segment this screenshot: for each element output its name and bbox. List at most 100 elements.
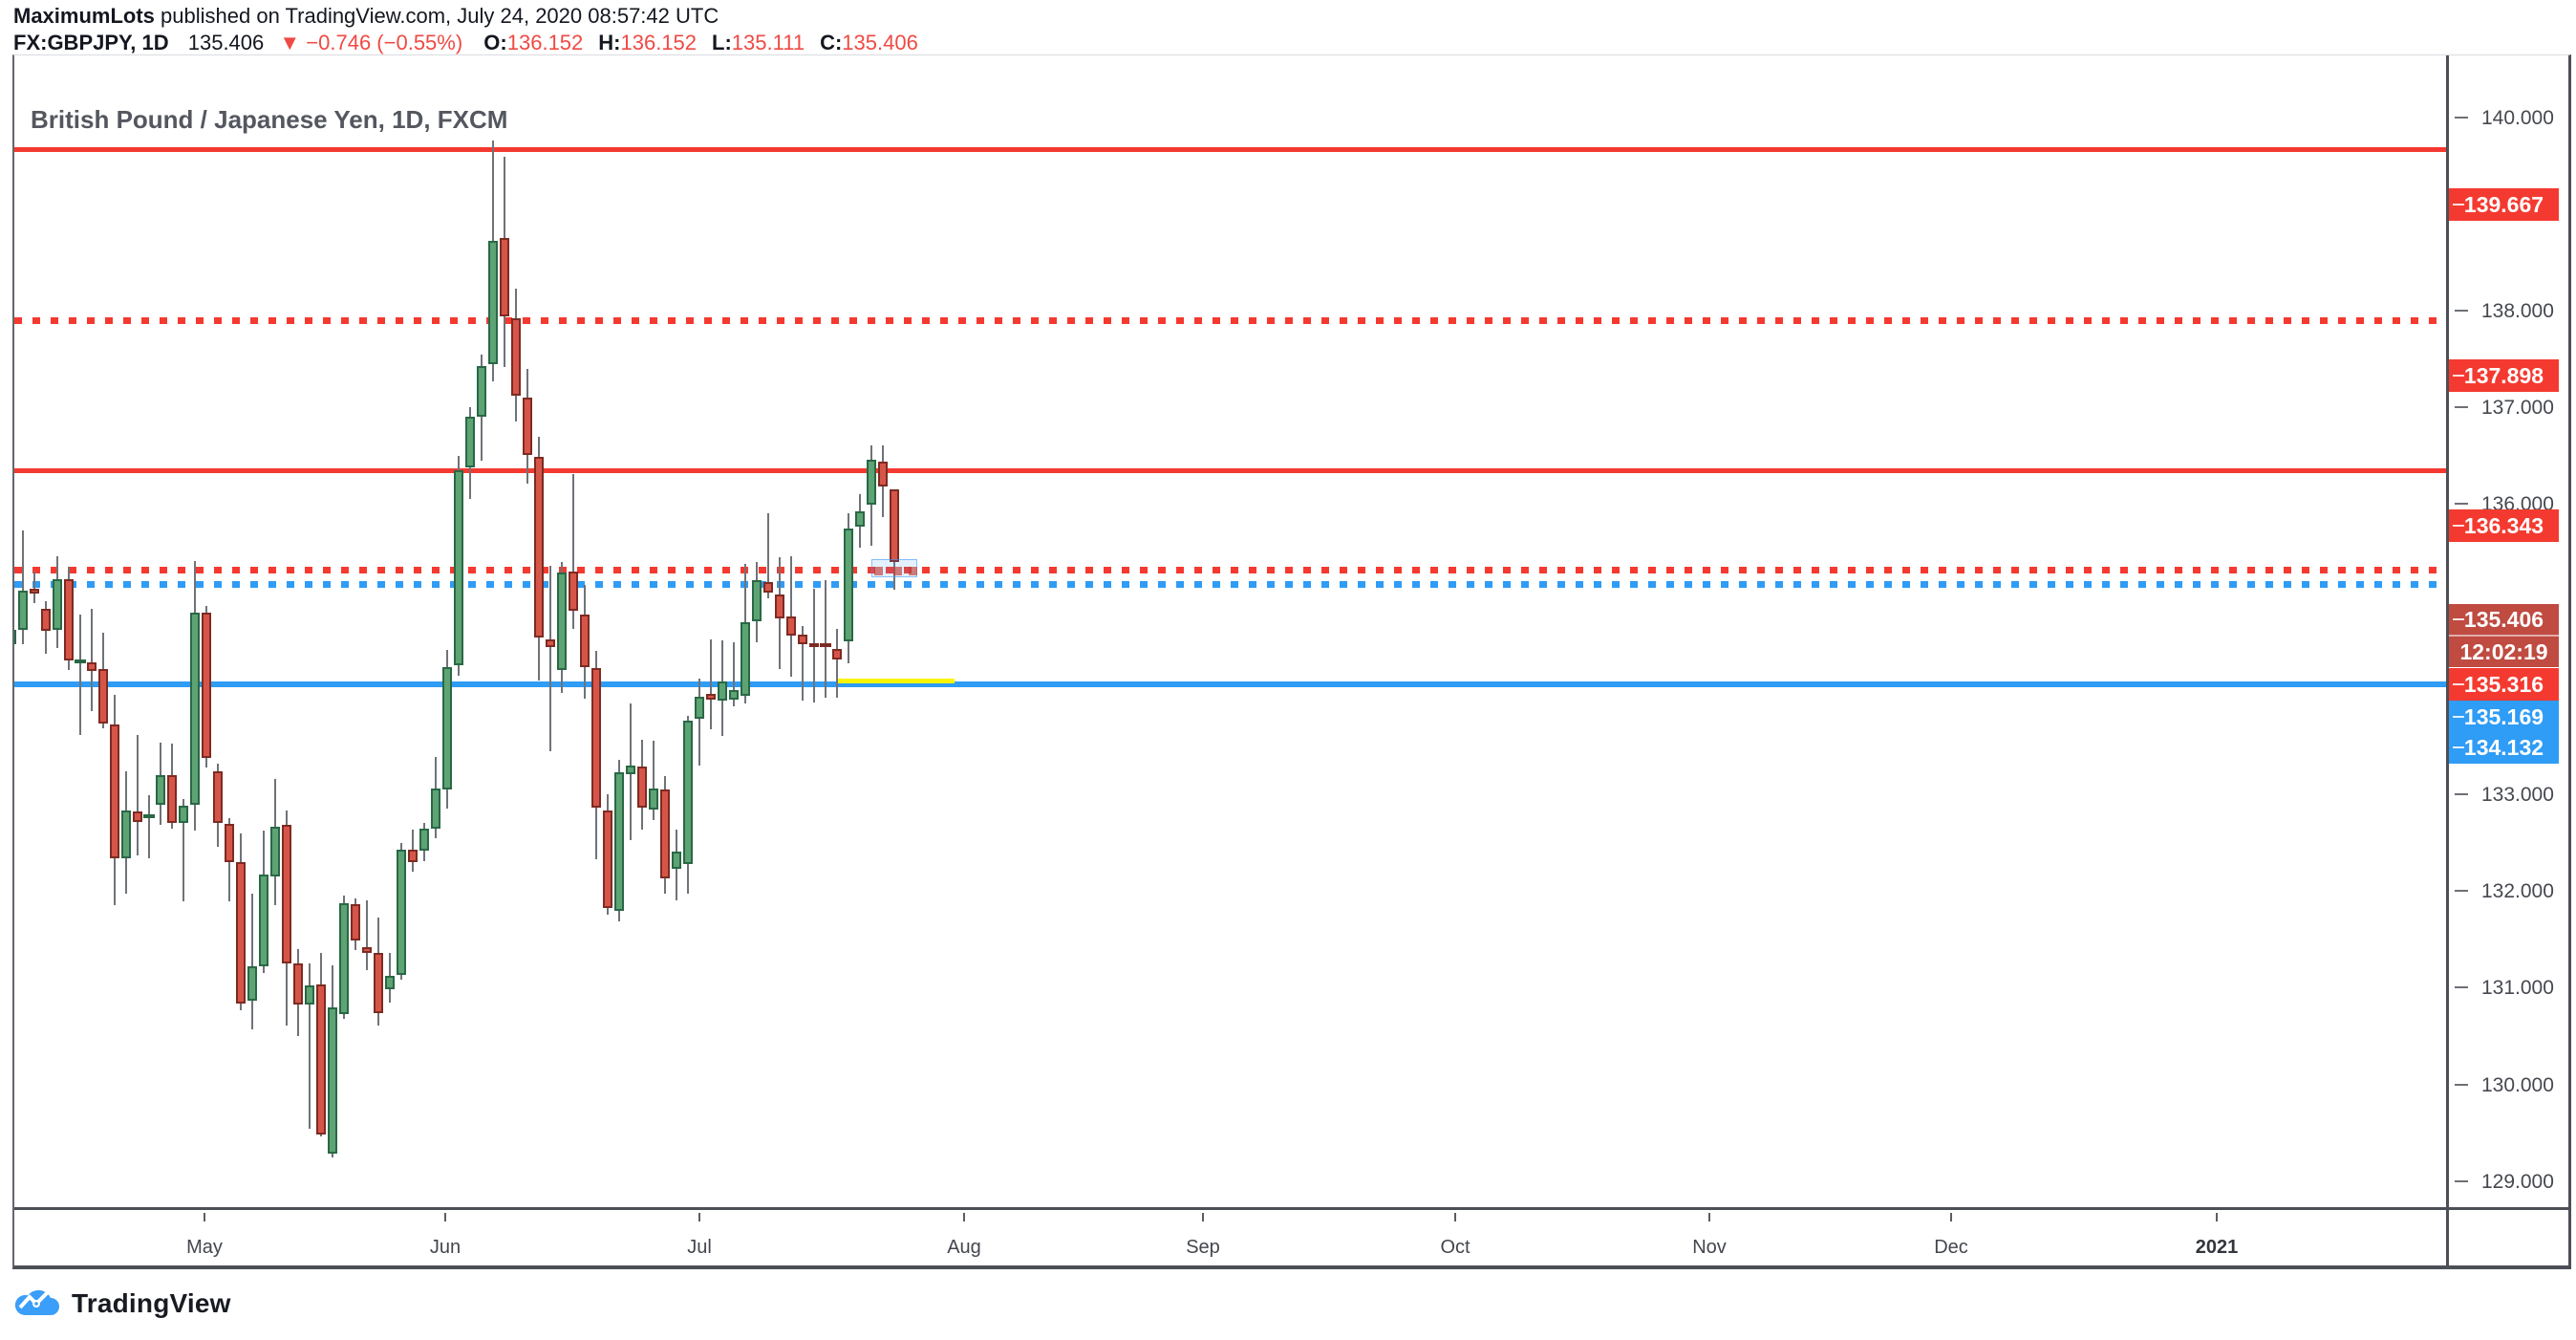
candle-body-down [374,952,383,1013]
time-label-Nov: Nov [1692,1237,1727,1258]
header: MaximumLots published on TradingView.com… [13,4,2498,55]
time-scale-border [14,1207,2568,1210]
candle-body-up [855,510,865,527]
candle-body-down [225,824,234,862]
candle-body-down [362,946,372,953]
time-label-Aug: Aug [947,1237,981,1258]
time-label-Dec: Dec [1934,1237,1968,1258]
chart-plot-area[interactable] [14,55,2446,1207]
candle-body-up [557,573,567,671]
price-level-badge: 135.316 [2449,668,2559,701]
ohlc-l: L:135.111 [712,31,805,54]
candle-body-up [397,849,406,976]
symbol-name[interactable]: FX:GBPJPY, 1D [13,31,169,54]
candle-body-up [270,827,280,876]
candle-body-up [729,689,739,700]
candle-wick [572,474,574,629]
price-scale-border [2446,55,2449,1265]
candle-body-up [442,667,452,789]
price-scale[interactable]: 140.000139.000138.000137.000136.000133.0… [2449,55,2568,1207]
candle-wick [710,639,712,730]
publish-info: published on TradingView.com, July 24, 2… [154,4,719,28]
candle-body-up [121,810,131,858]
level-line-134.17-yellow[interactable] [836,679,955,684]
candle-body-down [706,693,716,700]
level-line-135.316-red[interactable] [14,567,2446,574]
candle-body-down [637,766,647,809]
ohlc-h: H:136.152 [598,31,698,54]
footer-brand[interactable]: TradingView [12,1281,231,1327]
time-label-Oct: Oct [1440,1237,1470,1258]
line-selection-handle[interactable] [893,567,902,575]
price-change: ▼ −0.746 (−0.55%) [279,31,463,54]
candle-body-up [259,874,268,967]
price-tick-mark [2455,406,2468,409]
candle-body-down [786,616,796,637]
time-scale[interactable]: May Jun Jul Aug Sep Oct Nov Dec 2021 [14,1210,2446,1265]
price-tick-mark [2455,503,2468,506]
candle-body-down [64,579,74,661]
candle-wick [22,530,24,645]
candle-body-up [614,771,624,912]
candle-body-down [580,614,590,668]
candle-body-up [465,417,475,467]
time-tick-mark [1708,1213,1710,1221]
bar-countdown: 12:02:19 [2459,639,2548,664]
ohlc-c: C:135.406 [820,31,918,54]
candle-body-down [408,849,418,862]
candle-body-up [339,903,349,1014]
candle-body-down [798,635,807,645]
candle-wick [790,556,792,677]
time-label-Jun: Jun [429,1237,462,1258]
candle-body-down [30,589,39,594]
price-tick-label: 129.000 [2481,1170,2554,1193]
candle-wick [91,608,93,711]
price-tick-mark [2455,890,2468,893]
author-name: MaximumLots [13,4,155,28]
candle-body-up [431,788,440,830]
candle-body-down [41,608,51,631]
time-tick-mark [1950,1213,1952,1221]
candle-wick [549,566,551,752]
candle-wick [836,628,838,698]
candle-body-up [419,829,429,851]
price-level-badge: 136.343 [2449,509,2559,542]
candle-body-down [763,582,773,593]
candle-body-down [603,810,612,909]
level-line-134.132-blue[interactable] [14,681,2446,688]
candle-body-down [511,318,521,397]
line-selection-handle[interactable] [874,567,883,575]
time-tick-mark [698,1213,700,1221]
candle-body-down [282,825,291,964]
candle-body-down [775,594,784,618]
candle-body-down [98,669,108,724]
level-line-135.169-blue[interactable] [14,581,2446,589]
candle-body-up [477,365,486,418]
candle-body-up [328,1006,337,1155]
level-line-137.898-red[interactable] [14,316,2446,324]
candle-wick [767,512,769,598]
candle-body-up [75,659,86,664]
publish-line: MaximumLots published on TradingView.com… [13,4,2498,29]
candle-body-up [718,681,727,701]
price-level-badge: 134.132 [2449,731,2559,764]
candle-body-up [683,721,693,864]
level-line-136.343-red[interactable] [14,468,2446,474]
candle-body-up [18,590,28,630]
time-tick-mark [444,1213,446,1221]
candle-body-up [626,765,635,774]
last-price: 135.406 [187,31,265,54]
candle-body-down [820,643,831,648]
time-tick-mark [1454,1213,1456,1221]
ohlc-o: O:136.152 [483,31,584,54]
time-label-May: May [186,1237,223,1258]
price-tick-mark [2455,792,2468,795]
candle-body-down [809,643,819,648]
candle-body-up [305,985,314,1005]
level-line-139.667-red[interactable] [14,146,2446,152]
candle-body-down [546,639,555,648]
candle-body-down [351,904,360,940]
candle-body-down [890,489,899,562]
candle-body-down [316,984,326,1135]
line-selection-handle[interactable] [909,567,917,575]
